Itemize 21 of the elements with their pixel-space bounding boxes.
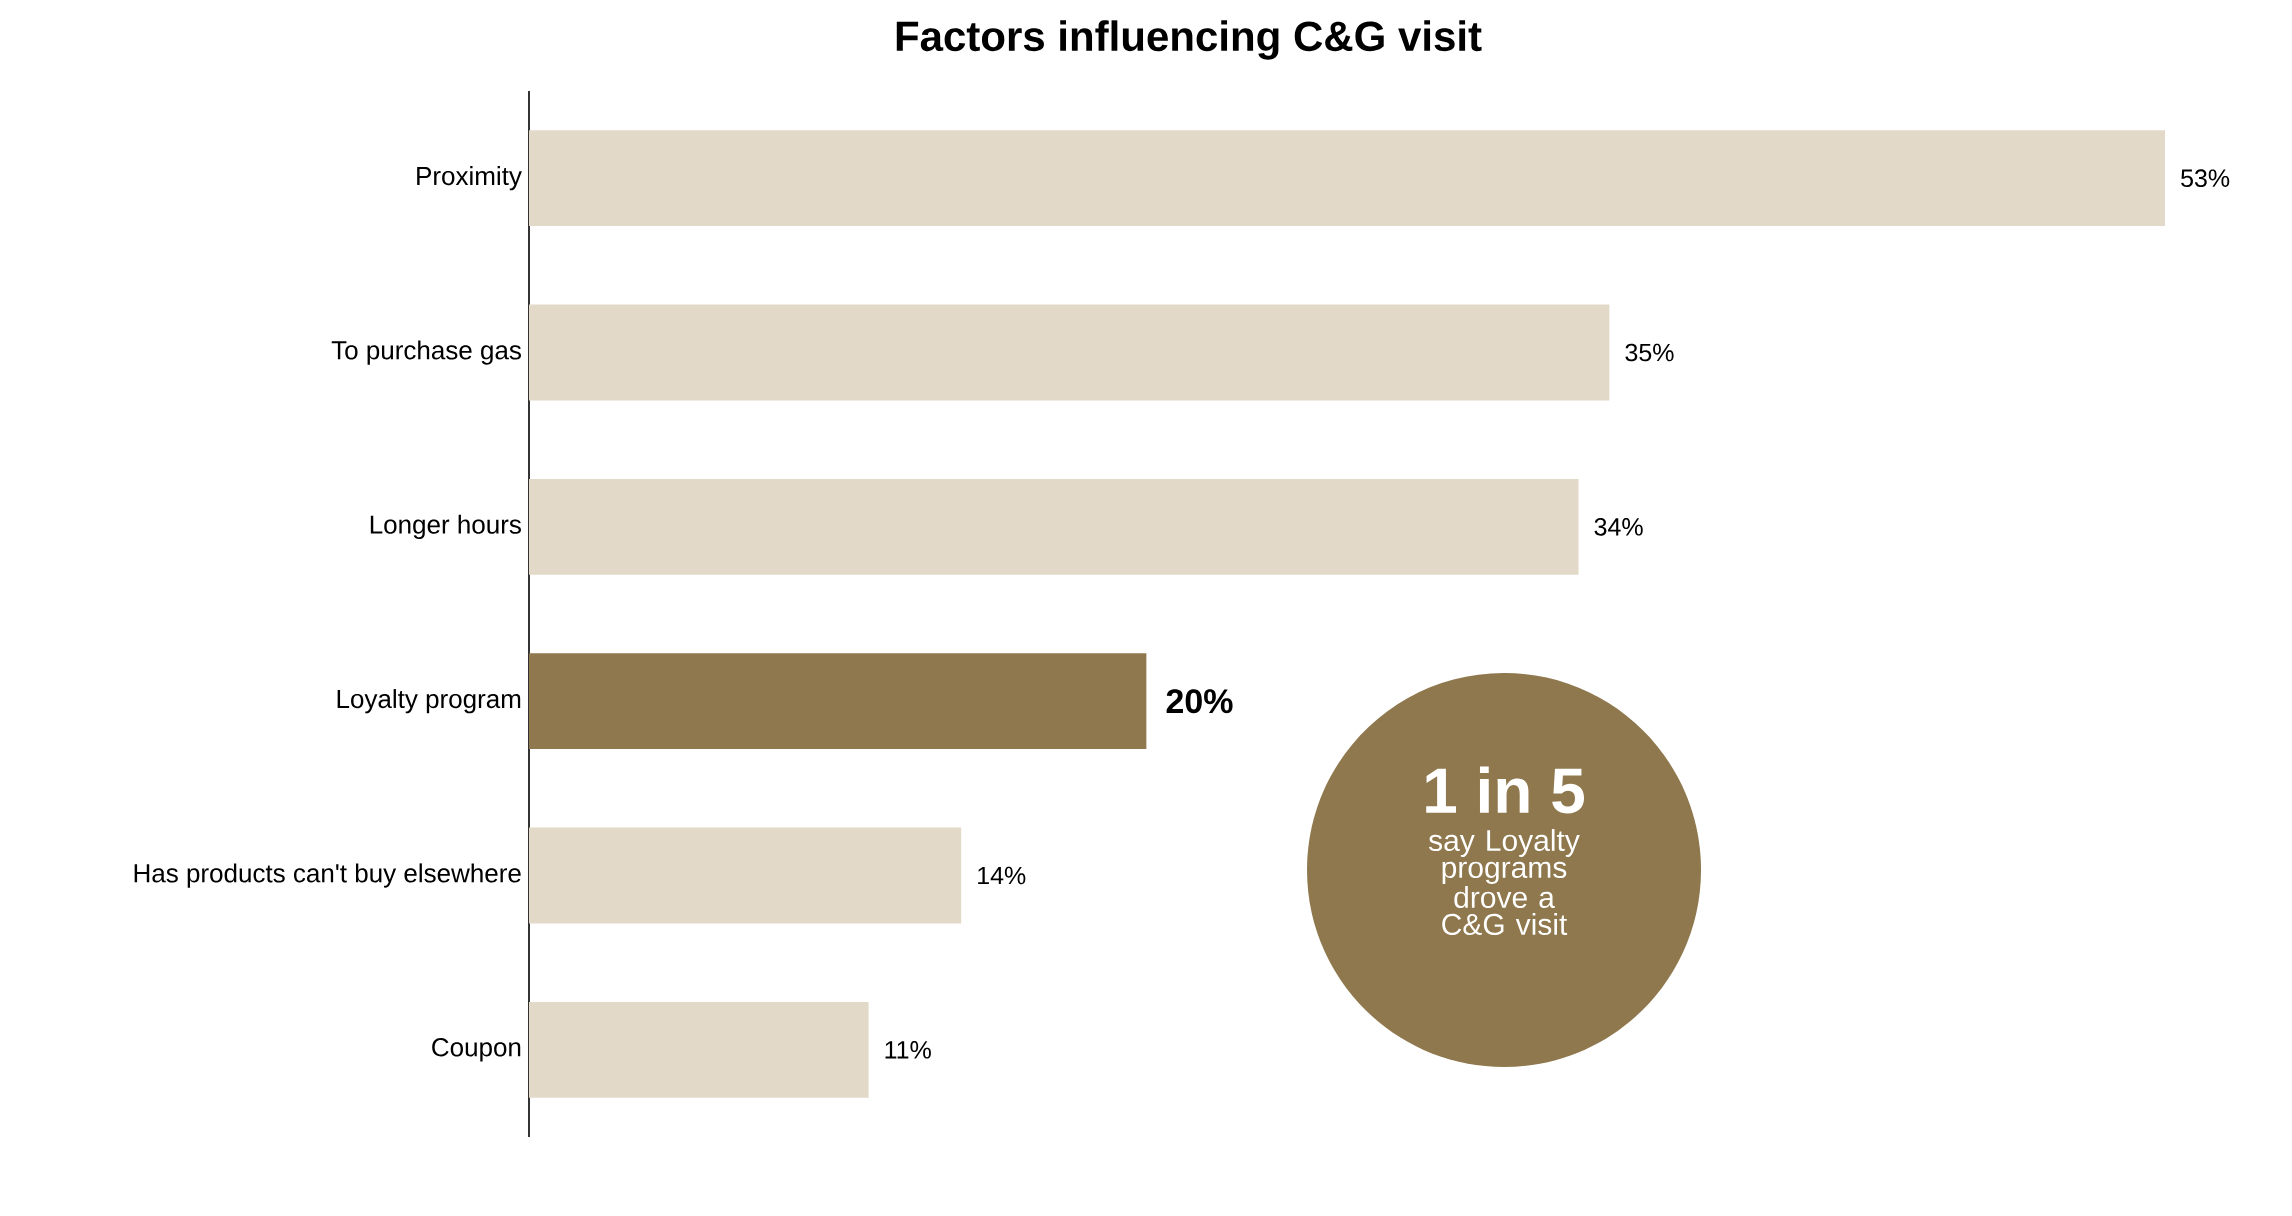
y-tick-label: Coupon (432, 1038, 521, 1062)
data-label: 20% (1166, 689, 1233, 714)
y-tick-label: Longer hours (370, 514, 521, 539)
data-label: 14% (978, 866, 1026, 885)
y-tick-label: Loyalty program (337, 689, 521, 714)
data-label: 11% (885, 1041, 931, 1059)
chart-title: Factors influencing C&G visit (896, 20, 1482, 60)
bar (529, 130, 2166, 227)
data-label: 53% (2181, 169, 2230, 188)
bar (529, 653, 1147, 750)
bar (529, 304, 1610, 401)
bar (529, 478, 1579, 575)
data-label: 34% (1594, 518, 1643, 536)
annotation: 1 in 5 (1426, 766, 1585, 814)
data-label: 35% (1625, 343, 1674, 362)
y-tick-label: Proximity (417, 166, 522, 191)
bar (529, 1001, 869, 1098)
bar (529, 827, 962, 924)
y-tick-label: To purchase gas (331, 340, 521, 365)
y-tick-label: Has products can't buy elsewhere (134, 863, 521, 888)
annotation: say Loyalty programs drove a C&G visit (1428, 829, 1580, 936)
